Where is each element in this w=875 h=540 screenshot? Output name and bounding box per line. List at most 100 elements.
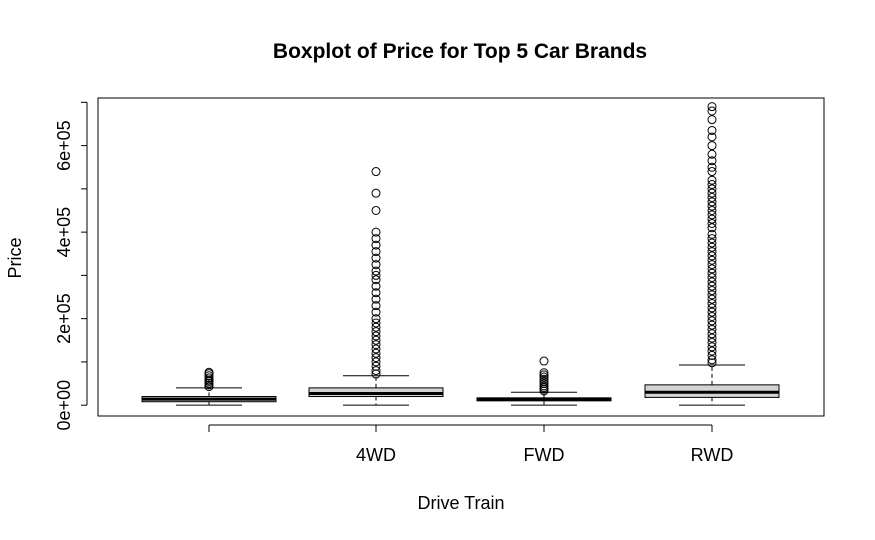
outlier-point [539, 372, 549, 382]
outlier-point [707, 320, 717, 330]
outlier-point [371, 167, 381, 177]
outlier-point [707, 106, 717, 116]
outlier-point [707, 290, 717, 300]
outlier-point [371, 327, 381, 337]
outlier-point [371, 344, 381, 354]
outlier-point [707, 251, 717, 261]
outlier-point [707, 167, 717, 177]
outlier-point [707, 342, 717, 352]
outlier-point [707, 311, 717, 321]
outlier-point [707, 218, 717, 228]
outlier-point [539, 376, 549, 386]
y-tick-label: 0e+00 [54, 380, 74, 431]
y-axis: 0e+00 2e+05 4e+05 6e+05 [54, 101, 88, 431]
outlier-point [707, 149, 717, 159]
outlier-point [707, 337, 717, 347]
outlier-point [707, 205, 717, 215]
outlier-point [707, 268, 717, 278]
outlier-point [707, 242, 717, 252]
outlier-point [539, 379, 549, 389]
x-tick-label: FWD [524, 445, 565, 465]
outlier-point [707, 162, 717, 172]
boxes-group [141, 102, 780, 406]
outlier-point [371, 260, 381, 270]
outlier-point [539, 370, 549, 380]
outlier-point [707, 303, 717, 313]
outlier-point [371, 240, 381, 250]
outlier-point [707, 201, 717, 211]
box-rwd [644, 102, 780, 406]
box-fwd [476, 356, 612, 406]
outlier-point [539, 381, 549, 391]
outlier-point [204, 373, 214, 383]
outlier-point [707, 307, 717, 317]
outlier-point [707, 184, 717, 194]
outlier-point [204, 367, 214, 377]
outlier-point [707, 234, 717, 244]
outlier-point [707, 247, 717, 257]
outlier-point [371, 294, 381, 304]
outlier-point [707, 277, 717, 287]
outlier-point [371, 205, 381, 215]
outlier-point [707, 329, 717, 339]
outlier-point [707, 141, 717, 151]
outlier-point [371, 188, 381, 198]
outlier-point [707, 281, 717, 291]
box-4wd [308, 167, 444, 406]
outlier-point [371, 234, 381, 244]
outlier-point [371, 366, 381, 376]
outlier-point [707, 188, 717, 198]
outlier-point [371, 318, 381, 328]
outlier-point [371, 288, 381, 298]
outlier-point [539, 356, 549, 366]
outlier-point [707, 223, 717, 233]
outlier-point [371, 331, 381, 341]
outlier-point [707, 210, 717, 220]
outlier-point [707, 324, 717, 334]
outlier-point [371, 266, 381, 276]
outlier-point [371, 322, 381, 332]
outlier-point [371, 253, 381, 263]
outlier-point [204, 371, 214, 381]
y-tick-label: 2e+05 [54, 293, 74, 344]
outlier-point [707, 333, 717, 343]
outlier-point [539, 374, 549, 384]
outlier-point [371, 270, 381, 280]
outlier-point [371, 301, 381, 311]
outlier-point [707, 299, 717, 309]
plot-frame [97, 97, 825, 417]
outlier-point [371, 314, 381, 324]
outlier-point [371, 335, 381, 345]
outlier-point [539, 368, 549, 378]
outlier-point [371, 247, 381, 257]
outlier-point [707, 273, 717, 283]
x-tick-label: RWD [691, 445, 734, 465]
x-tick-label: 4WD [356, 445, 396, 465]
outlier-point [707, 294, 717, 304]
outlier-point [707, 358, 717, 368]
outlier-point [707, 346, 717, 356]
outlier-point [707, 238, 717, 248]
outlier-point [707, 180, 717, 190]
outlier-point [707, 175, 717, 185]
outlier-point [707, 260, 717, 270]
outlier-point [707, 214, 717, 224]
y-axis-label: Price [5, 237, 25, 278]
outlier-point [707, 125, 717, 135]
outlier-point [371, 281, 381, 291]
outlier-point [371, 227, 381, 237]
outlier-point [707, 264, 717, 274]
outlier-point [707, 355, 717, 365]
outlier-point [707, 197, 717, 207]
outlier-point [371, 353, 381, 363]
outlier-point [371, 275, 381, 285]
outlier-point [371, 340, 381, 350]
outlier-point [707, 229, 717, 239]
outlier-point [707, 350, 717, 360]
outlier-point [707, 156, 717, 166]
y-tick-label: 4e+05 [54, 207, 74, 258]
y-tick-label: 6e+05 [54, 120, 74, 171]
outlier-point [707, 115, 717, 125]
chart-title: Boxplot of Price for Top 5 Car Brands [273, 40, 647, 63]
